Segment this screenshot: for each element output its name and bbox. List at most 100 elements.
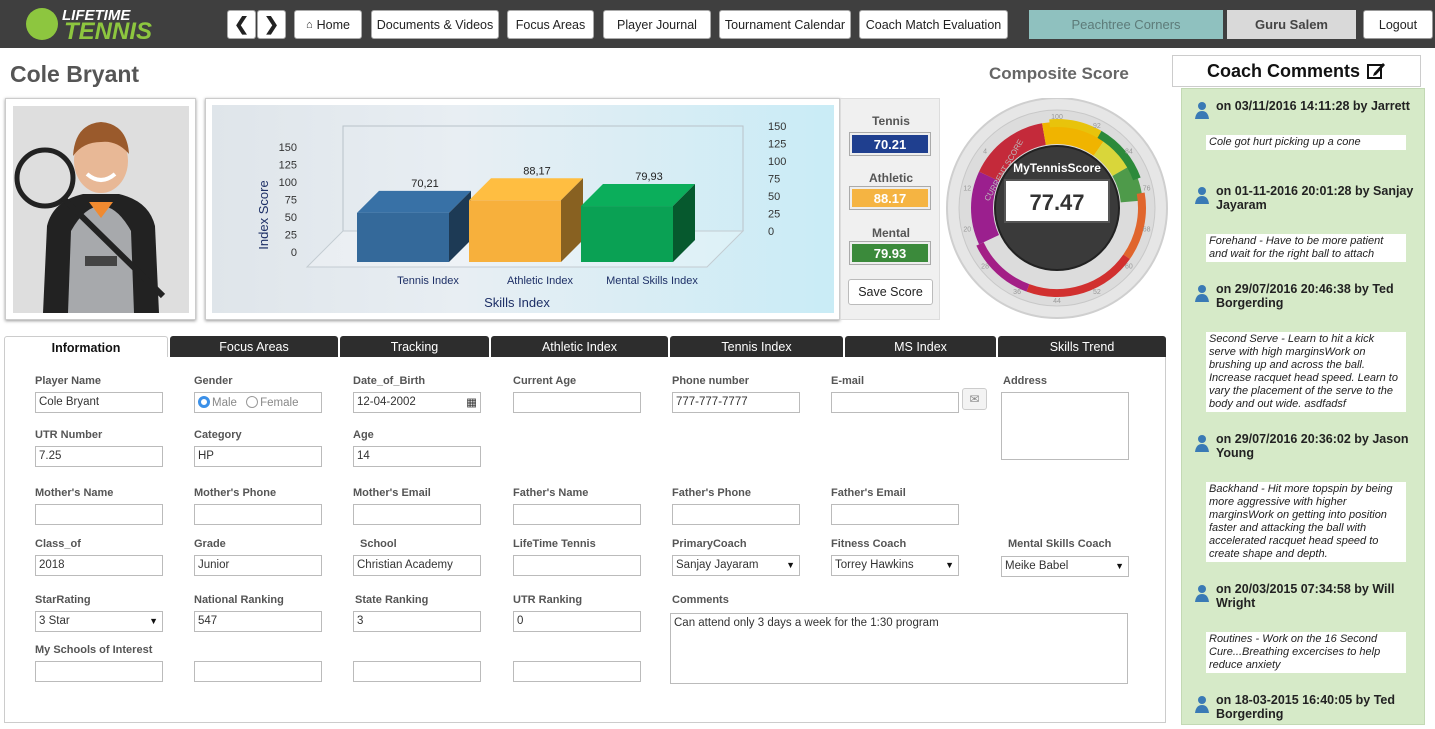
category-field[interactable]: HP <box>194 446 322 467</box>
location-button[interactable]: Peachtree Corners <box>1029 10 1223 39</box>
forward-button[interactable]: ❯ <box>257 10 286 39</box>
dob-label: Date_of_Birth <box>353 375 426 387</box>
current-age-field[interactable] <box>513 392 641 413</box>
school-interest-field-1[interactable] <box>35 661 163 682</box>
bar-top <box>357 190 471 213</box>
mothers-email-field[interactable] <box>353 504 481 525</box>
comment-entry: on 18-03-2015 16:40:05 by Ted Borgerding <box>1194 693 1419 721</box>
edit-icon[interactable] <box>1366 61 1386 81</box>
fathers-phone-field[interactable] <box>672 504 800 525</box>
utr-number-label: UTR Number <box>35 429 103 441</box>
dropdown-arrow-icon: ▼ <box>1115 561 1124 571</box>
y-tick-label-right: 150 <box>768 121 786 133</box>
school-interest-field-4[interactable] <box>513 661 641 682</box>
primary-coach-label: PrimaryCoach <box>672 538 747 550</box>
school-interest-field-3[interactable] <box>353 661 481 682</box>
mothers-name-field[interactable] <box>35 504 163 525</box>
y-tick-label-right: 125 <box>768 139 786 151</box>
coach-comments-title: Coach Comments <box>1206 60 1361 81</box>
primary-coach-select[interactable]: Sanjay Jayaram ▼ <box>672 555 800 576</box>
gauge-arc-segment <box>971 171 1000 245</box>
y-tick-label: 100 <box>279 177 297 189</box>
national-ranking-field[interactable]: 547 <box>194 611 322 632</box>
email-field[interactable] <box>831 392 959 413</box>
user-icon <box>1195 696 1209 713</box>
lifetime-tennis-logo[interactable]: LIFETIME TENNIS <box>26 6 156 45</box>
comment-text: Forehand - Have to be more patient and w… <box>1206 234 1406 262</box>
comments-textarea[interactable]: Can attend only 3 days a week for the 1:… <box>670 613 1128 684</box>
back-button[interactable]: ❮ <box>227 10 256 39</box>
lifetime-tennis-field[interactable] <box>513 555 641 576</box>
tab-skills-trend[interactable]: Skills Trend <box>998 336 1166 358</box>
gauge-label: MyTennisScore <box>1013 161 1101 175</box>
send-email-icon[interactable]: ✉ <box>962 388 987 410</box>
documents-videos-button[interactable]: Documents & Videos <box>371 10 499 39</box>
comment-meta: on 01-11-2016 20:01:28 by Sanjay Jayaram <box>1194 184 1419 212</box>
gauge-arc-segment <box>1093 137 1132 177</box>
focus-areas-button[interactable]: Focus Areas <box>507 10 594 39</box>
comment-meta-text: on 29/07/2016 20:36:02 by Jason Young <box>1216 432 1409 460</box>
tab-information[interactable]: Information <box>4 336 168 358</box>
mental-coach-select[interactable]: Meike Babel ▼ <box>1001 556 1129 577</box>
gauge-tick-label: 4 <box>983 149 987 156</box>
utr-number-field[interactable]: 7.25 <box>35 446 163 467</box>
gender-male-label: Male <box>212 397 237 409</box>
bar-side <box>673 184 695 262</box>
bar <box>469 200 561 262</box>
gauge-tick-label: 28 <box>981 263 989 270</box>
dob-field[interactable]: 12-04-2002 ▦ <box>353 392 481 413</box>
y-tick-label: 0 <box>291 247 297 259</box>
gender-female-radio[interactable] <box>246 396 259 408</box>
composite-score-gauge: 100 92 84 76 68 60 52 44 36 28 20 12 4 CURRENT SCORE M… <box>940 97 1170 323</box>
utr-ranking-label: UTR Ranking <box>513 594 583 606</box>
y-tick-label-right: 100 <box>768 156 786 168</box>
player-name-field[interactable]: Cole Bryant <box>35 392 163 413</box>
tab-athletic-index[interactable]: Athletic Index <box>491 336 668 358</box>
comment-meta: on 20/03/2015 07:34:58 by Will Wright <box>1194 582 1419 610</box>
tab-tracking[interactable]: Tracking <box>340 336 489 358</box>
state-ranking-field[interactable]: 3 <box>353 611 481 632</box>
y-tick-label: 50 <box>285 212 297 224</box>
tab-ms-index[interactable]: MS Index <box>845 336 996 358</box>
coach-match-evaluation-button[interactable]: Coach Match Evaluation <box>859 10 1008 39</box>
age-label: Age <box>353 429 374 441</box>
school-interest-field-2[interactable] <box>194 661 322 682</box>
age-field[interactable]: 14 <box>353 446 481 467</box>
address-label: Address <box>1003 375 1048 387</box>
gauge-tick-label: 36 <box>1013 289 1021 296</box>
tab-tennis-index[interactable]: Tennis Index <box>670 336 843 358</box>
tournament-calendar-button[interactable]: Tournament Calendar <box>719 10 851 39</box>
user-button[interactable]: Guru Salem <box>1227 10 1356 39</box>
home-button[interactable]: ⌂ Home <box>294 10 362 39</box>
mothers-phone-field[interactable] <box>194 504 322 525</box>
gauge-tick-label: 20 <box>963 226 971 233</box>
y-tick-label: 75 <box>285 195 297 207</box>
logout-label: Logout <box>1378 17 1418 32</box>
calendar-icon[interactable]: ▦ <box>466 397 477 409</box>
comments-label: Comments <box>672 594 729 606</box>
gauge-arc-segment <box>1042 122 1107 156</box>
player-photo-frame <box>5 98 196 320</box>
utr-ranking-field[interactable]: 0 <box>513 611 641 632</box>
fathers-name-field[interactable] <box>513 504 641 525</box>
top-navigation-bar: LIFETIME TENNIS ❮ ❯ ⌂ Home Documents & Vi… <box>0 0 1435 48</box>
primary-coach-value: Sanjay Jayaram <box>676 559 759 571</box>
star-rating-select[interactable]: 3 Star ▼ <box>35 611 163 632</box>
phone-field[interactable]: 777-777-7777 <box>672 392 800 413</box>
mental-coach-label: Mental Skills Coach <box>1008 538 1112 550</box>
gender-male-radio[interactable] <box>198 396 210 408</box>
save-score-button[interactable]: Save Score <box>848 279 933 305</box>
focus-areas-label: Focus Areas <box>515 17 586 32</box>
tab-focus-areas[interactable]: Focus Areas <box>170 336 338 358</box>
player-journal-button[interactable]: Player Journal <box>603 10 711 39</box>
school-field[interactable]: Christian Academy <box>353 555 481 576</box>
school-label: School <box>360 538 397 550</box>
address-field[interactable] <box>1001 392 1129 460</box>
comment-text: Backhand - Hit more topspin by being mor… <box>1206 482 1406 562</box>
logout-button[interactable]: Logout <box>1363 10 1433 39</box>
fitness-coach-select[interactable]: Torrey Hawkins ▼ <box>831 555 959 576</box>
fathers-email-field[interactable] <box>831 504 959 525</box>
coach-comments-panel[interactable]: on 03/11/2016 14:11:28 by Jarrett Cole g… <box>1181 88 1425 725</box>
grade-field[interactable]: Junior <box>194 555 322 576</box>
class-of-field[interactable]: 2018 <box>35 555 163 576</box>
